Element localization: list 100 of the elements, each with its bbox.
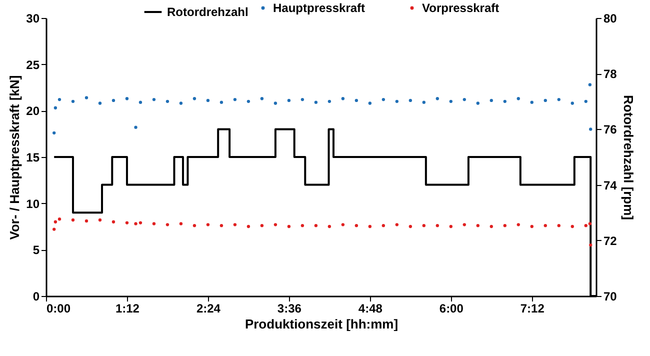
point bbox=[84, 219, 88, 223]
point bbox=[287, 224, 291, 228]
point bbox=[192, 224, 196, 228]
point bbox=[152, 98, 156, 102]
point bbox=[449, 224, 452, 228]
point bbox=[179, 222, 183, 226]
legend-label: Vorpresskraft bbox=[422, 1, 500, 15]
point bbox=[544, 224, 547, 228]
x-axis-title: Produktionszeit [hh:mm] bbox=[244, 316, 398, 332]
point bbox=[368, 224, 372, 228]
y2-tick-label: 78 bbox=[604, 67, 618, 82]
point bbox=[328, 100, 332, 103]
point bbox=[71, 100, 75, 103]
point bbox=[449, 100, 452, 103]
point bbox=[588, 222, 592, 226]
point bbox=[341, 223, 345, 226]
point bbox=[544, 98, 547, 102]
y-tick-label: 0 bbox=[32, 290, 40, 304]
x-tick-label: 1:12 bbox=[115, 302, 140, 316]
point bbox=[557, 98, 560, 102]
point bbox=[341, 97, 345, 100]
point bbox=[54, 220, 58, 224]
point bbox=[476, 102, 480, 105]
point bbox=[52, 228, 56, 231]
point bbox=[134, 222, 138, 226]
point bbox=[584, 224, 588, 228]
point bbox=[490, 98, 493, 102]
point bbox=[408, 224, 412, 228]
point bbox=[274, 223, 278, 226]
x-tick-label: 7:12 bbox=[520, 302, 545, 316]
point bbox=[516, 97, 520, 100]
point bbox=[246, 224, 250, 228]
point bbox=[246, 100, 250, 103]
point bbox=[220, 100, 224, 104]
y2-tick-label: 80 bbox=[604, 12, 618, 26]
y-tick-label: 5 bbox=[32, 243, 40, 258]
point bbox=[530, 100, 534, 104]
point bbox=[557, 224, 560, 228]
point bbox=[287, 98, 291, 102]
y-tick-label: 20 bbox=[26, 104, 40, 118]
y2-tick-label: 74 bbox=[604, 178, 618, 192]
point bbox=[300, 224, 304, 228]
point bbox=[112, 98, 116, 102]
point bbox=[462, 98, 466, 102]
point bbox=[233, 223, 237, 226]
point bbox=[112, 220, 116, 224]
point bbox=[138, 100, 142, 104]
point bbox=[71, 218, 75, 222]
x-tick-label: 6:00 bbox=[439, 302, 464, 316]
point bbox=[570, 224, 574, 228]
point bbox=[530, 224, 534, 228]
point bbox=[422, 224, 426, 228]
point bbox=[206, 98, 210, 102]
point bbox=[152, 222, 156, 226]
point bbox=[134, 126, 138, 129]
x-tick-label: 4:48 bbox=[358, 302, 383, 316]
y-tick-label: 30 bbox=[26, 12, 40, 26]
point bbox=[54, 106, 58, 110]
x-tick-label: 2:24 bbox=[196, 302, 221, 316]
point bbox=[84, 96, 88, 100]
point bbox=[58, 218, 62, 221]
point bbox=[220, 224, 224, 228]
point bbox=[462, 223, 466, 226]
point bbox=[314, 100, 318, 104]
point bbox=[166, 223, 170, 226]
point bbox=[98, 218, 102, 222]
point bbox=[422, 100, 426, 104]
y2-tick-label: 72 bbox=[604, 234, 618, 248]
point bbox=[354, 224, 358, 228]
point bbox=[503, 224, 506, 228]
y2-tick-label: 76 bbox=[604, 122, 618, 137]
point bbox=[192, 97, 196, 100]
point bbox=[138, 221, 142, 224]
point bbox=[490, 224, 493, 228]
point bbox=[589, 243, 592, 247]
point bbox=[368, 102, 372, 105]
point bbox=[328, 224, 332, 228]
point bbox=[52, 131, 56, 134]
point bbox=[584, 100, 588, 103]
point bbox=[589, 128, 592, 131]
point bbox=[274, 102, 278, 105]
y2-axis-title: Rotordrehzahl [rpm] bbox=[620, 95, 636, 220]
point bbox=[382, 224, 386, 228]
point bbox=[98, 102, 102, 105]
point bbox=[570, 102, 574, 105]
point bbox=[436, 97, 439, 100]
y-tick-label: 25 bbox=[26, 58, 40, 72]
point bbox=[179, 102, 183, 105]
point bbox=[260, 224, 264, 228]
y-tick-label: 10 bbox=[26, 196, 40, 211]
x-tick-label: 0:00 bbox=[46, 302, 71, 316]
point bbox=[125, 97, 129, 100]
point bbox=[382, 98, 386, 102]
point bbox=[516, 223, 520, 226]
point bbox=[588, 83, 592, 86]
point bbox=[395, 223, 398, 226]
point bbox=[125, 221, 129, 224]
y2-tick-label: 70 bbox=[604, 290, 618, 304]
point bbox=[354, 98, 358, 102]
point bbox=[408, 98, 412, 102]
